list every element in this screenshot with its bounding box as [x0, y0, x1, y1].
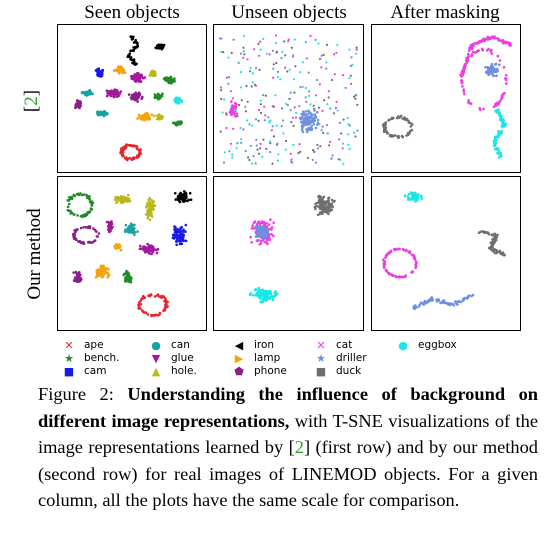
legend-item-cat: ✕ cat — [314, 339, 352, 351]
legend-item-cam: ■ cam — [62, 364, 107, 378]
legend-label: glue — [171, 352, 194, 364]
star-marker: ★ — [64, 351, 74, 365]
column-title-seen: Seen objects — [84, 2, 180, 23]
plot-unseen-baseline — [213, 24, 364, 173]
row-label-our-method: Our method — [24, 208, 45, 300]
legend: ✕ ape ★ bench. ■ cam ● can ▼ glue ▲ hole. ◀ iron ▶ lamp… — [62, 339, 502, 379]
legend-label: duck — [336, 365, 362, 377]
legend-label: eggbox — [418, 339, 457, 351]
square-marker: ■ — [315, 364, 327, 378]
legend-item-hole: ▲ hole. — [149, 365, 197, 377]
caption-bold: Understanding the influence of backgroun… — [38, 384, 539, 431]
star-marker: ★ — [316, 351, 326, 365]
legend-item-bench: ★ bench. — [62, 351, 120, 365]
scatter-unseen-baseline — [219, 34, 359, 166]
scatter-masking-baseline — [381, 35, 512, 159]
scatter-seen-ours — [66, 190, 193, 318]
legend-item-driller: ★ driller — [314, 351, 367, 365]
square-marker: ■ — [63, 364, 75, 378]
plot-masking-ours — [371, 176, 521, 331]
legend-item-lamp: ▶ lamp — [232, 352, 280, 364]
legend-label: hole. — [171, 365, 197, 377]
triangle-down-marker: ▼ — [151, 351, 161, 365]
caption-text-1: with T-SNE visualizations of the image r… — [38, 410, 539, 458]
x-marker: ✕ — [316, 338, 326, 352]
x-marker: ✕ — [64, 338, 74, 352]
legend-label: can — [171, 339, 190, 351]
figure-caption: Figure 2: Understanding the influence of… — [38, 381, 538, 514]
triangle-up-marker: ▲ — [151, 364, 161, 378]
scatter-seen-baseline — [74, 35, 183, 162]
legend-item-iron: ◀ iron — [232, 339, 274, 351]
circle-marker: ● — [398, 338, 408, 352]
scatter-masking-ours — [382, 191, 506, 310]
column-title-unseen: Unseen objects — [231, 2, 347, 23]
plot-seen-baseline — [57, 24, 207, 173]
column-title-masking: After masking — [390, 2, 500, 23]
row-citation-link[interactable]: 2 — [21, 96, 42, 106]
legend-item-ape: ✕ ape — [62, 338, 104, 352]
circle-marker: ● — [151, 338, 161, 352]
legend-label: phone — [254, 365, 287, 377]
legend-label: ape — [84, 339, 104, 351]
legend-item-duck: ■ duck — [314, 365, 361, 377]
legend-item-eggbox: ● eggbox — [396, 339, 457, 351]
row-label-baseline: [2] — [21, 89, 42, 113]
plot-masking-baseline — [371, 24, 521, 173]
pentagon-marker: ⬟ — [234, 364, 244, 378]
triangle-left-marker: ◀ — [234, 338, 244, 352]
legend-item-phone: ⬟ phone — [232, 365, 287, 377]
legend-label: lamp — [254, 352, 281, 364]
caption-label: Figure 2: — [38, 384, 128, 404]
triangle-right-marker: ▶ — [234, 351, 244, 365]
plot-seen-ours — [57, 176, 207, 331]
legend-label: cat — [336, 339, 353, 351]
caption-text-2: ] (first row) and by our method (second … — [38, 437, 538, 510]
legend-item-glue: ▼ glue — [149, 352, 194, 364]
legend-item-can: ● can — [149, 339, 190, 351]
legend-label: bench. — [84, 352, 120, 364]
legend-label: cam — [84, 365, 107, 377]
legend-label: driller — [336, 352, 367, 364]
legend-label: iron — [254, 339, 275, 351]
caption-citation-link[interactable]: 2 — [294, 437, 304, 457]
plot-unseen-ours — [213, 176, 364, 331]
scatter-unseen-ours — [248, 194, 336, 304]
